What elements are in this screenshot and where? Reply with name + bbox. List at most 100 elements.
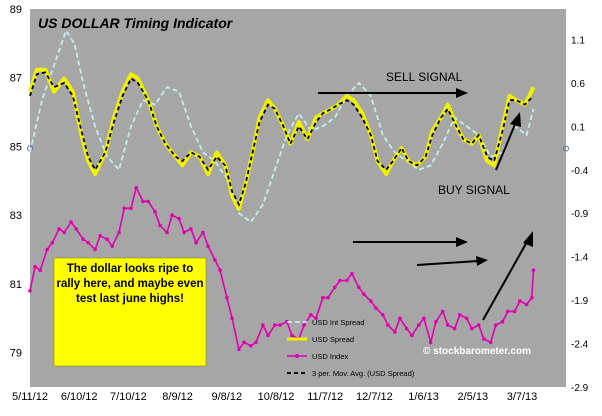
usd-index-point [266, 333, 270, 338]
x-tick-label: 1/6/13 [408, 391, 439, 403]
usd-index-point [134, 185, 138, 190]
usd-index-point [177, 216, 181, 221]
x-tick-label: 5/11/12 [12, 391, 48, 403]
usd-index-point [86, 240, 90, 245]
usd-index-point [170, 213, 174, 217]
legend-label: USD Index [312, 352, 349, 361]
left-tick-label: 89 [10, 4, 22, 16]
usd-index-point [446, 323, 450, 327]
usd-index-point [93, 247, 97, 252]
x-tick-label: 10/8/12 [258, 391, 295, 403]
usd-index-point [369, 299, 373, 303]
usd-index-point [345, 278, 349, 283]
x-tick-label: 11/7/12 [307, 391, 343, 403]
buy-signal-arrow [495, 121, 517, 171]
usd-index-point [194, 240, 198, 245]
usd-index-point [326, 295, 330, 300]
usd-index-point [237, 347, 241, 352]
usd-index-point [33, 264, 37, 269]
usd-index-point [410, 333, 414, 338]
buy-signal-annotation: BUY SIGNAL [438, 112, 521, 197]
usd-index-point [261, 323, 265, 327]
usd-index-point [182, 230, 186, 235]
usd-index-point [476, 323, 481, 327]
usd-index-point [404, 326, 409, 331]
x-tick-label: 2/5/13 [458, 391, 489, 403]
usd-index-point [141, 199, 145, 204]
x-tick-label: 3/7/13 [507, 391, 538, 403]
watermark: © stockbarometer.com [423, 346, 531, 357]
usd-index-point [218, 268, 222, 273]
usd-index-point [69, 220, 73, 224]
usd-index-point [206, 244, 210, 248]
left-tick-label: 85 [10, 141, 22, 153]
usd-index-point [249, 344, 253, 348]
sell-signal-label: SELL SIGNAL [386, 70, 463, 84]
usd-index-point [482, 337, 486, 341]
usd-index-point [422, 316, 426, 321]
sell-signal-arrowhead [456, 88, 468, 98]
usd-index-point [500, 319, 505, 324]
x-tick-label: 12/7/12 [356, 391, 393, 403]
index-mid-arrowhead [476, 256, 488, 266]
usd-index-point [242, 340, 246, 345]
usd-index-point [165, 230, 169, 235]
usd-index-point [122, 206, 126, 211]
usd-index-point [189, 227, 193, 231]
usd-index-point [434, 319, 438, 324]
sell-signal-annotation: SELL SIGNAL [318, 70, 468, 98]
usd-index-point [416, 323, 421, 327]
usd-index-point [512, 309, 517, 314]
x-tick-label: 8/9/12 [162, 391, 193, 403]
usd-index-point [524, 302, 529, 307]
series-moving-average [29, 71, 535, 207]
usd-index-point [110, 244, 114, 248]
note-text-container: The dollar looks ripe to rally here, and… [56, 263, 204, 305]
right-axis: -2.9 -2.4 -1.9 -1.4 -0.9 -0.4 0.1 0.6 1.1 [563, 35, 589, 394]
usd-index-point [362, 292, 366, 297]
x-axis: 5/11/12 6/10/12 7/10/12 8/9/12 9/8/12 10/8/12… [12, 391, 537, 403]
right-tick-label: -1.4 [571, 253, 589, 264]
usd-index-point [117, 230, 121, 235]
left-tick-label: 83 [10, 210, 22, 222]
usd-index-point [338, 278, 342, 283]
usd-index-point [314, 316, 318, 321]
usd-index-point [273, 323, 277, 327]
index-buy-arrowhead [523, 231, 533, 247]
legend-label: USD Spread [312, 335, 354, 344]
left-axis: 79 81 83 85 87 89 [10, 4, 33, 360]
index-sell-arrowhead [456, 237, 468, 247]
usd-index-point [213, 258, 217, 262]
usd-index-point [74, 227, 78, 231]
usd-index-point [357, 285, 361, 290]
note-background [53, 257, 207, 367]
usd-index-point [50, 240, 55, 245]
note-text: The dollar looks ripe to rally here, and… [56, 263, 204, 305]
usd-index-point [230, 316, 234, 321]
usd-index-point [393, 330, 397, 334]
usd-index-point [254, 340, 258, 345]
left-tick-label: 87 [10, 73, 22, 85]
series-layer [28, 28, 536, 352]
usd-index-point [440, 309, 445, 314]
legend-label: 3 per. Mov. Avg. (USD Spread) [312, 369, 415, 378]
usd-index-point [494, 323, 498, 327]
legend-marker [295, 354, 299, 358]
usd-index-point [201, 230, 205, 235]
usd-index-point [28, 289, 32, 293]
x-tick-label: 9/8/12 [212, 391, 243, 403]
usd-index-point [309, 313, 313, 317]
usd-index-point [518, 299, 522, 303]
right-tick-label: -2.4 [571, 340, 589, 351]
right-tick-label: -0.4 [571, 166, 589, 177]
usd-index-point [38, 268, 43, 273]
left-tick-label: 79 [10, 348, 22, 360]
usd-index-point [225, 295, 229, 300]
right-tick-label: -2.9 [571, 383, 589, 394]
usd-index-point [530, 295, 534, 300]
usd-index-point [302, 323, 306, 327]
index-buy-arrow [482, 239, 529, 321]
usd-index-point [45, 247, 49, 252]
usd-index-point [374, 306, 378, 310]
